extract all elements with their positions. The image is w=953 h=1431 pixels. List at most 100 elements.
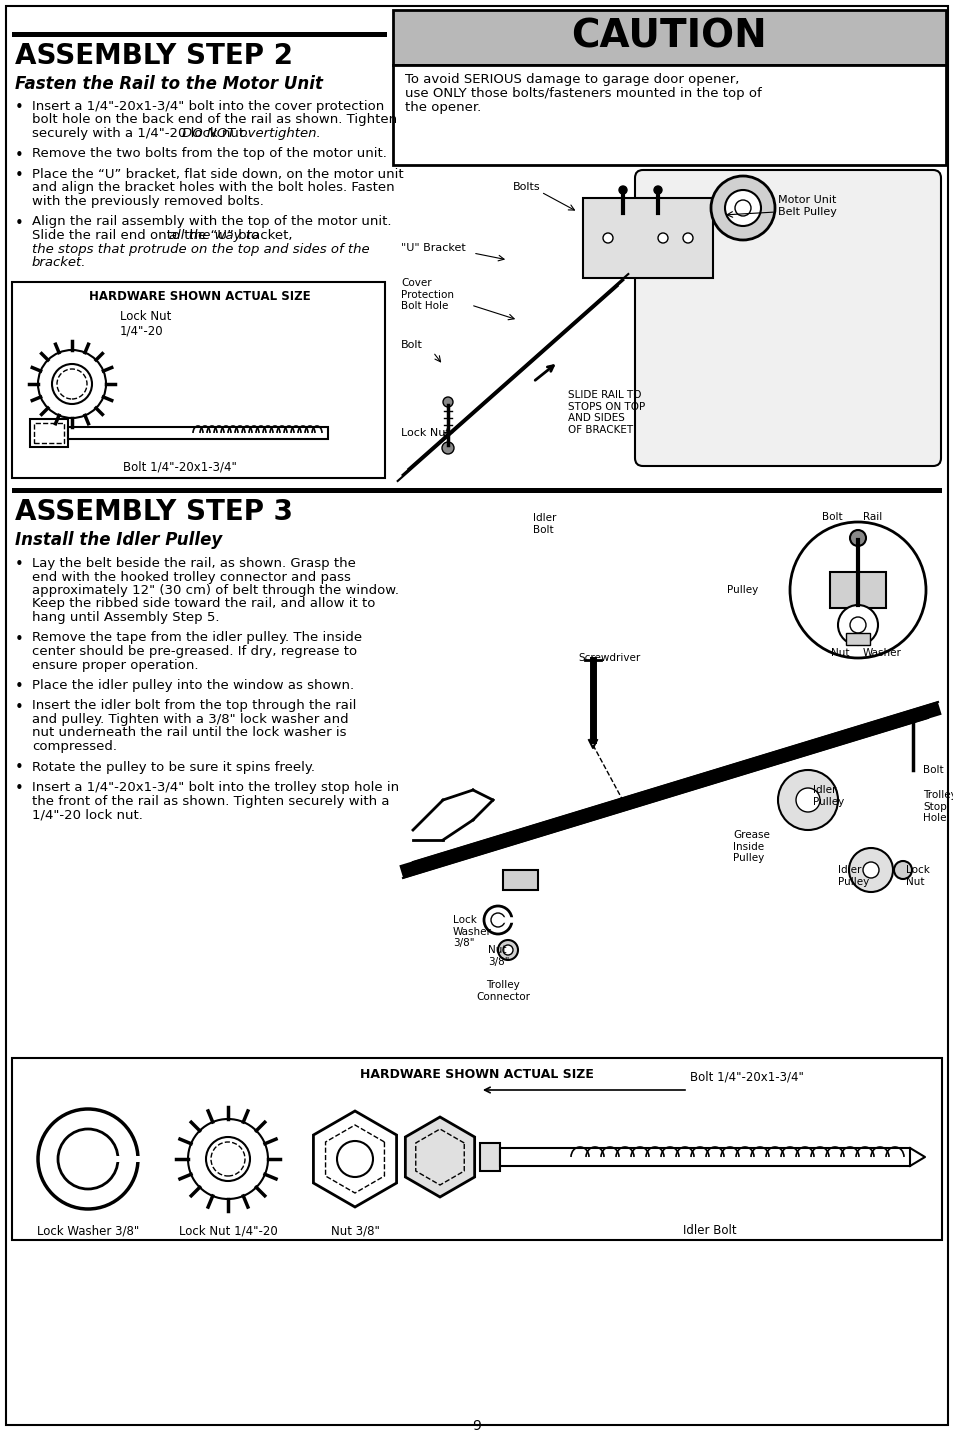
Text: Slide the rail end onto the “U” bracket,: Slide the rail end onto the “U” bracket, [32,229,296,242]
Text: with the previously removed bolts.: with the previously removed bolts. [32,195,264,207]
Circle shape [38,1109,138,1209]
Text: Bolt 1/4"-20x1-3/4": Bolt 1/4"-20x1-3/4" [123,459,236,474]
Text: Cover
Protection
Bolt Hole: Cover Protection Bolt Hole [400,278,454,311]
Text: Lock
Nut: Lock Nut [905,864,929,887]
Text: Insert a 1/4"-20x1-3/4" bolt into the cover protection: Insert a 1/4"-20x1-3/4" bolt into the co… [32,100,384,113]
Text: Remove the two bolts from the top of the motor unit.: Remove the two bolts from the top of the… [32,147,387,160]
Text: ensure proper operation.: ensure proper operation. [32,658,198,671]
Text: "U" Bracket: "U" Bracket [400,243,465,253]
Text: Trolley
Stop
Hole: Trolley Stop Hole [923,790,953,823]
Circle shape [724,190,760,226]
Text: ASSEMBLY STEP 3: ASSEMBLY STEP 3 [15,498,293,527]
Text: Lay the belt beside the rail, as shown. Grasp the: Lay the belt beside the rail, as shown. … [32,557,355,570]
Bar [393,64,945,165]
Circle shape [336,1141,373,1178]
Circle shape [502,944,513,954]
Text: end with the hooked trolley connector and pass: end with the hooked trolley connector an… [32,571,351,584]
Bar [12,1058,941,1241]
Text: use ONLY those bolts/fasteners mounted in the top of: use ONLY those bolts/fasteners mounted i… [405,87,760,100]
Text: 1/4"-20 lock nut.: 1/4"-20 lock nut. [32,809,143,821]
Bar [12,488,941,494]
Text: Motor Unit
Belt Pulley: Motor Unit Belt Pulley [778,195,836,216]
Text: Fasten the Rail to the Motor Unit: Fasten the Rail to the Motor Unit [15,74,323,93]
Text: •: • [15,781,24,796]
Circle shape [491,913,504,927]
Circle shape [789,522,925,658]
Text: Washer: Washer [862,648,901,658]
Text: CAUTION: CAUTION [571,19,766,56]
Circle shape [682,233,692,243]
Polygon shape [314,1110,396,1206]
Text: Nut
3/8": Nut 3/8" [488,944,509,966]
Circle shape [710,176,774,240]
Text: Trolley
Connector: Trolley Connector [476,980,530,1002]
Text: the stops that protrude on the top and sides of the: the stops that protrude on the top and s… [32,242,369,256]
Text: Screwdriver: Screwdriver [578,653,639,663]
Text: Place the idler pulley into the window as shown.: Place the idler pulley into the window a… [32,678,354,693]
Circle shape [907,713,917,723]
Text: •: • [15,216,24,230]
Text: •: • [15,557,24,572]
Text: the front of the rail as shown. Tighten securely with a: the front of the rail as shown. Tighten … [32,794,389,807]
Circle shape [654,186,661,195]
Text: Bolt: Bolt [821,512,842,522]
Text: Bolt 1/4"-20x1-3/4": Bolt 1/4"-20x1-3/4" [689,1070,803,1083]
Text: Idler
Pulley: Idler Pulley [812,786,843,807]
Text: bolt hole on the back end of the rail as shown. Tighten: bolt hole on the back end of the rail as… [32,113,396,126]
Text: 9: 9 [472,1420,481,1431]
Circle shape [442,396,453,406]
Polygon shape [405,1118,475,1196]
Bar [582,197,712,278]
Polygon shape [116,1156,140,1162]
Text: nut underneath the rail until the lock washer is: nut underneath the rail until the lock w… [32,727,346,740]
Text: •: • [15,760,24,776]
Bar [12,31,387,37]
Circle shape [58,1129,118,1189]
Text: securely with a 1/4"-20 lock nut.: securely with a 1/4"-20 lock nut. [32,127,253,140]
Text: Insert the idler bolt from the top through the rail: Insert the idler bolt from the top throu… [32,700,356,713]
Text: Pulley: Pulley [726,585,758,595]
Circle shape [206,1138,250,1181]
Polygon shape [325,1125,384,1193]
Text: center should be pre-greased. If dry, regrease to: center should be pre-greased. If dry, re… [32,645,356,658]
Text: Remove the tape from the idler pulley. The inside: Remove the tape from the idler pulley. T… [32,631,362,644]
Text: approximately 12" (30 cm) of belt through the window.: approximately 12" (30 cm) of belt throug… [32,584,398,597]
Text: ASSEMBLY STEP 2: ASSEMBLY STEP 2 [15,41,293,70]
Text: Grease
Inside
Pulley: Grease Inside Pulley [732,830,769,863]
Text: Keep the ribbed side toward the rail, and allow it to: Keep the ribbed side toward the rail, an… [32,598,375,611]
Text: •: • [15,100,24,114]
Text: HARDWARE SHOWN ACTUAL SIZE: HARDWARE SHOWN ACTUAL SIZE [359,1068,594,1080]
Text: Install the Idler Pulley: Install the Idler Pulley [15,531,222,550]
Text: Rail: Rail [862,512,882,522]
Text: Align the rail assembly with the top of the motor unit.: Align the rail assembly with the top of … [32,216,391,229]
Text: Bolt: Bolt [400,341,422,351]
Text: •: • [15,631,24,647]
Bar [68,426,328,439]
Bar [479,1143,499,1171]
Text: Lock Washer 3/8": Lock Washer 3/8" [37,1224,139,1236]
Text: Idler Bolt: Idler Bolt [682,1224,736,1236]
Text: Nut 3/8": Nut 3/8" [331,1224,379,1236]
Text: SLIDE RAIL TO
STOPS ON TOP
AND SIDES
OF BRACKET: SLIDE RAIL TO STOPS ON TOP AND SIDES OF … [567,391,644,435]
Bar [12,282,385,478]
Circle shape [618,186,626,195]
Bar [30,419,68,446]
Circle shape [849,617,865,633]
Text: •: • [15,147,24,163]
Circle shape [848,849,892,892]
Text: and align the bracket holes with the bolt holes. Fasten: and align the bracket holes with the bol… [32,182,395,195]
Circle shape [188,1119,268,1199]
Circle shape [837,605,877,645]
Circle shape [862,861,878,879]
Text: Idler
Pulley: Idler Pulley [837,864,868,887]
Circle shape [211,1142,245,1176]
Bar [34,424,64,444]
Bar [845,633,869,645]
Text: DO NOT overtighten.: DO NOT overtighten. [182,127,320,140]
Text: Idler
Bolt: Idler Bolt [533,512,556,535]
Circle shape [497,940,517,960]
Text: Bolts: Bolts [513,182,540,192]
Circle shape [483,906,512,934]
Text: bracket.: bracket. [32,256,87,269]
Circle shape [849,529,865,547]
